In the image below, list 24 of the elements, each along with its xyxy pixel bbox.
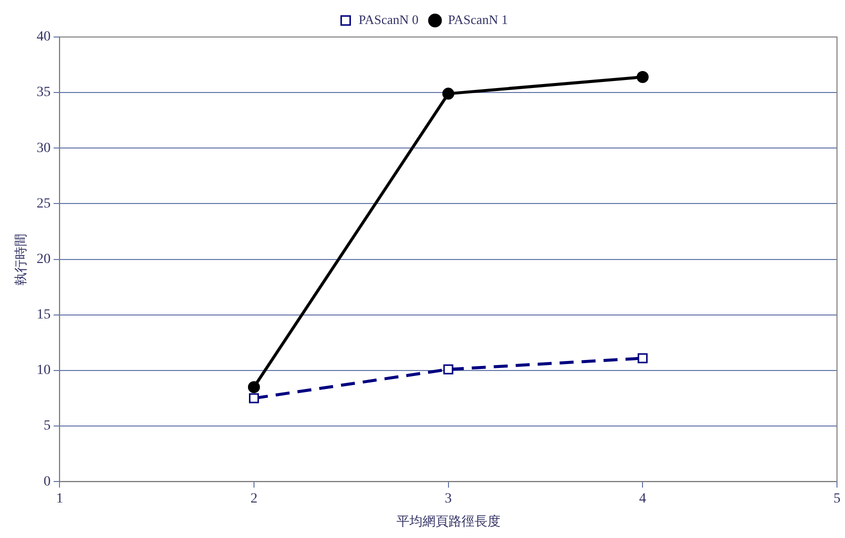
legend-label: PAScanN 1 — [448, 12, 508, 27]
x-tick-label: 1 — [56, 492, 64, 507]
legend-label: PAScanN 0 — [358, 12, 419, 27]
x-axis-title: 平均網頁路徑長度 — [396, 514, 500, 530]
y-tick-label: 0 — [44, 474, 51, 490]
x-tick-label: 4 — [639, 492, 646, 507]
point — [442, 88, 454, 100]
y-tick-label: 20 — [36, 252, 51, 267]
x-tick-label: 3 — [444, 492, 452, 507]
y-tick-label: 25 — [36, 196, 51, 212]
y-tick-label: 15 — [36, 308, 51, 323]
y-tick-label: 40 — [36, 30, 51, 45]
x-tick-label: 5 — [834, 492, 840, 507]
point — [248, 393, 259, 404]
y-tick-label: 30 — [36, 140, 51, 156]
y-axis-title: 執行時間 — [14, 233, 30, 286]
point — [638, 353, 648, 364]
point — [636, 71, 649, 84]
y-tick-label: 35 — [36, 85, 51, 100]
y-tick-label: 5 — [44, 418, 51, 434]
point — [443, 364, 454, 374]
y-tick-label: 10 — [36, 363, 51, 378]
x-tick-label: 2 — [250, 492, 258, 507]
point — [248, 381, 260, 394]
